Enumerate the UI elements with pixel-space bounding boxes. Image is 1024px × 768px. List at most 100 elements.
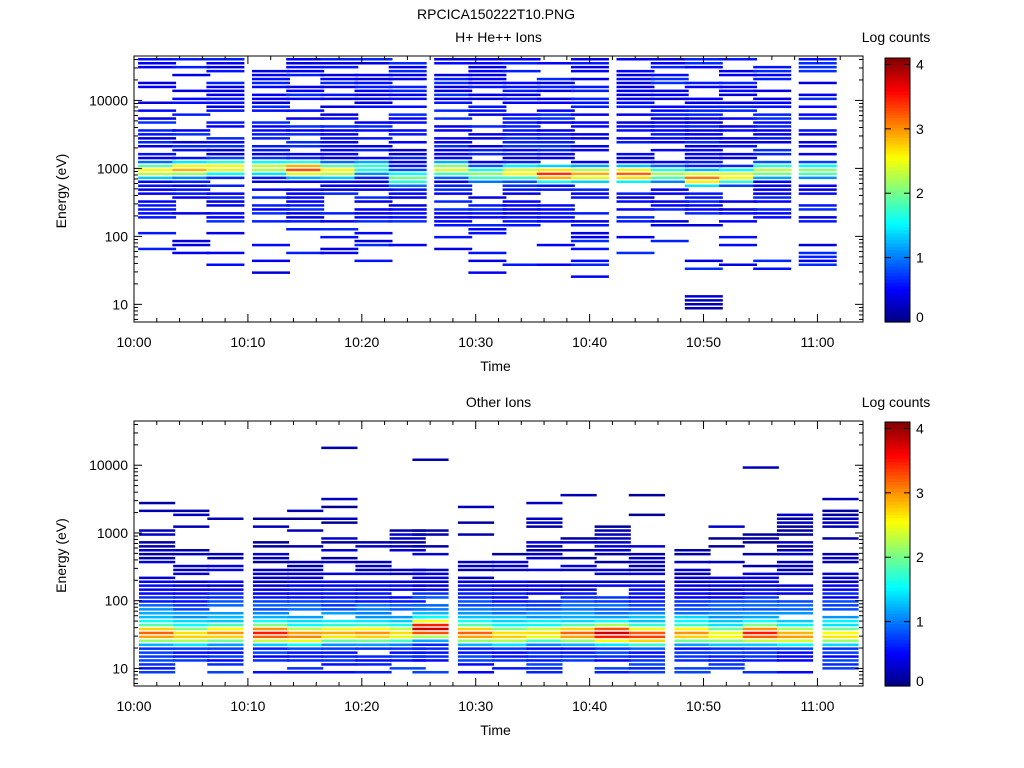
heatmap-cell — [320, 220, 359, 223]
heatmap-cell — [173, 564, 210, 568]
heatmap-cell — [616, 89, 655, 93]
heatmap-cell — [320, 93, 359, 97]
heatmap-cell — [434, 192, 473, 195]
heatmap-cell — [594, 659, 631, 662]
x-tick-label: 10:00 — [116, 698, 151, 714]
heatmap-cell — [320, 188, 359, 191]
heatmap-cell — [502, 200, 541, 203]
heatmap-cell — [412, 552, 449, 556]
heatmap-cell — [457, 576, 495, 580]
heatmap-cell — [536, 156, 575, 160]
heatmap-cell — [719, 164, 757, 168]
heatmap-cell — [798, 243, 837, 247]
heatmap-cell — [798, 129, 837, 132]
x-tick-label: 10:50 — [686, 698, 721, 714]
heatmap-cell — [286, 62, 325, 65]
heatmap-cell — [684, 164, 723, 168]
heatmap-cell — [753, 137, 792, 140]
heatmap-cell — [628, 588, 665, 591]
heatmap-cell — [776, 541, 814, 544]
heatmap-cell — [616, 152, 655, 156]
heatmap-cell — [708, 537, 745, 540]
heatmap-cell — [753, 121, 792, 124]
heatmap-cell — [321, 497, 358, 501]
colorbar-segment — [885, 58, 910, 62]
heatmap-cell — [536, 77, 575, 81]
colorbar-segment — [885, 633, 910, 638]
heatmap-cell — [412, 655, 449, 658]
heatmap-cell — [457, 588, 495, 591]
heatmap-cell — [570, 188, 609, 191]
heatmap-cell — [742, 643, 779, 646]
heatmap-cell — [320, 235, 359, 239]
heatmap-cell — [389, 627, 426, 631]
heatmap-cell — [412, 529, 449, 532]
heatmap-cell — [674, 560, 711, 564]
heatmap-cell — [742, 580, 779, 583]
heatmap-cell — [412, 545, 449, 548]
heatmap-cell — [526, 619, 563, 623]
heatmap-cell — [139, 631, 176, 635]
heatmap-cell — [139, 592, 176, 595]
heatmap-cell — [457, 639, 495, 642]
heatmap-cell — [560, 580, 597, 583]
colorbar-label: Log counts — [862, 29, 931, 45]
heatmap-cell — [139, 501, 176, 505]
heatmap-cell — [822, 623, 859, 627]
heatmap-cell — [708, 612, 745, 615]
heatmap-cell — [354, 85, 393, 89]
heatmap-cell — [434, 125, 473, 128]
heatmap-cell — [684, 200, 723, 203]
heatmap-cell — [753, 97, 792, 101]
heatmap-cell — [138, 212, 177, 215]
heatmap-cell — [354, 212, 393, 215]
heatmap-cell — [389, 615, 426, 619]
heatmap-cell — [684, 145, 723, 148]
heatmap-cell — [434, 220, 473, 223]
heatmap-cell — [206, 231, 245, 235]
heatmap-cell — [287, 659, 324, 662]
heatmap-cell — [822, 580, 859, 583]
heatmap-cell — [206, 69, 245, 73]
heatmap-cell — [172, 176, 211, 180]
heatmap-cell — [434, 81, 473, 85]
heatmap-cell — [742, 619, 779, 623]
colorbar-segment — [885, 140, 910, 145]
heatmap-cell — [822, 655, 859, 658]
heatmap-cell — [468, 77, 507, 81]
heatmap-cell — [616, 105, 655, 108]
y-tick-label: 10000 — [89, 457, 128, 473]
heatmap-cell — [388, 243, 427, 247]
colorbar-segment — [885, 183, 910, 188]
heatmap-cell — [616, 85, 655, 89]
heatmap-cell — [492, 612, 529, 615]
heatmap-cell — [708, 596, 745, 599]
heatmap-cell — [286, 117, 325, 120]
heatmap-cell — [139, 529, 176, 532]
heatmap-cell — [684, 105, 723, 108]
heatmap-cell — [354, 168, 393, 172]
heatmap-cell — [354, 93, 393, 97]
heatmap-cell — [252, 85, 290, 89]
heatmap-cell — [457, 623, 495, 627]
colorbar-segment — [885, 74, 910, 79]
heatmap-cell — [798, 263, 837, 266]
heatmap-cell — [776, 608, 814, 611]
heatmap-cell — [708, 659, 745, 662]
heatmap-cell — [252, 651, 290, 654]
colorbar-segment — [885, 540, 910, 545]
heatmap-cell — [388, 192, 427, 195]
heatmap-cell — [173, 627, 210, 631]
colorbar-segment — [885, 497, 910, 502]
heatmap-cell — [616, 93, 655, 97]
heatmap-cell — [434, 176, 473, 180]
colorbar-segment — [885, 521, 910, 525]
heatmap-cell — [206, 184, 245, 187]
heatmap-cell — [138, 65, 177, 69]
heatmap-cell — [616, 101, 655, 104]
colorbar-segment — [885, 478, 910, 482]
heatmap-cell — [173, 549, 210, 552]
colorbar-segment — [885, 249, 910, 254]
heatmap-cell — [320, 152, 359, 156]
heatmap-cell — [389, 659, 426, 662]
